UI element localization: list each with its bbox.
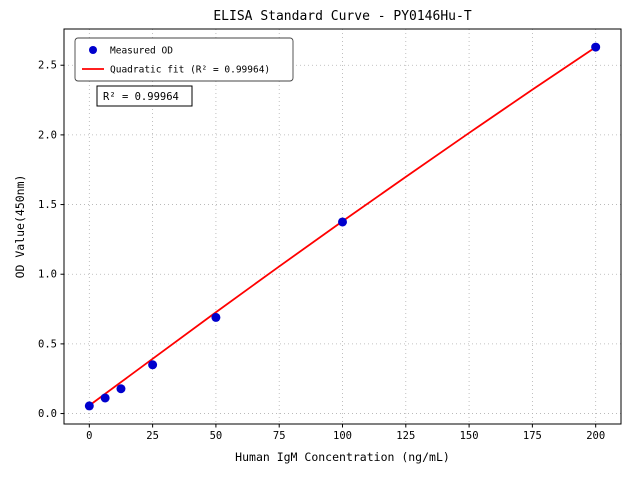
legend-label-measured-od: Measured OD [110,46,173,57]
x-tick-label: 100 [333,430,352,442]
data-point [338,217,347,227]
annotation-box [96,85,193,107]
legend-label-quadratic-fit: Quadratic fit (R² = 0.99964) [110,65,270,76]
x-tick-label: 125 [396,430,415,442]
data-point [116,384,126,394]
data-point [211,312,221,322]
chart-title: ELISA Standard Curve - PY0146Hu-T [213,9,471,24]
legend: Measured OD Quadratic fit (R² = 0.99964) [74,37,294,82]
y-tick-label: 0.5 [38,338,57,350]
x-tick-label: 150 [460,430,479,442]
data-point [591,42,601,52]
y-tick-label: 0.0 [38,408,57,420]
y-axis-label: OD Value(450nm) [13,175,27,279]
x-tick-label: 75 [273,430,286,442]
data-point [148,360,158,370]
x-axis-label: Human IgM Concentration (ng/mL) [235,450,450,464]
legend-box [74,37,294,82]
y-tick-label: 2.5 [38,60,57,72]
r-squared-annotation: R² = 0.99964 [96,85,193,107]
legend-marker-measured-od [89,46,97,54]
data-point [84,401,94,411]
annotation-text: R² = 0.99964 [103,91,179,103]
data-point [100,393,110,403]
y-tick-label: 2.0 [38,129,57,141]
y-tick-label: 1.0 [38,269,57,281]
x-tick-label: 200 [586,430,605,442]
y-tick-label: 1.5 [38,199,57,211]
x-tick-label: 0 [86,430,92,442]
x-tick-label: 25 [146,430,159,442]
x-tick-label: 50 [210,430,223,442]
x-tick-label: 175 [523,430,542,442]
